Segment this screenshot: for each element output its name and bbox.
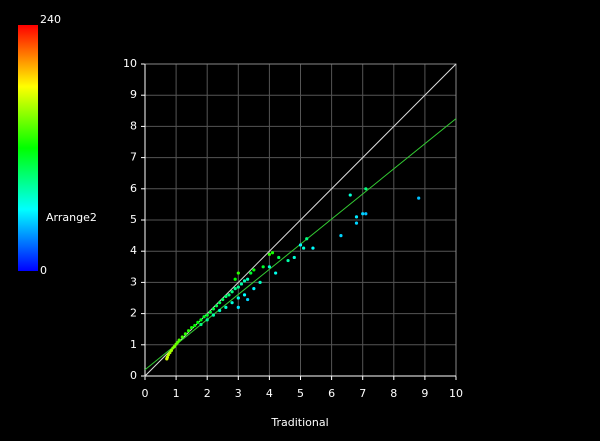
x-tick-label: 7 bbox=[359, 387, 366, 400]
point bbox=[261, 265, 265, 269]
point bbox=[227, 293, 231, 297]
point bbox=[214, 304, 219, 308]
x-tick-label: 5 bbox=[297, 387, 304, 400]
point bbox=[267, 265, 271, 269]
x-tick-label: 8 bbox=[390, 387, 397, 400]
point bbox=[305, 237, 309, 241]
y-tick-label: 9 bbox=[130, 88, 137, 101]
x-axis-label: Traditional bbox=[270, 416, 328, 429]
point bbox=[177, 338, 181, 342]
point bbox=[249, 271, 253, 275]
point bbox=[218, 301, 222, 305]
point bbox=[246, 297, 250, 302]
point bbox=[205, 318, 209, 322]
point bbox=[298, 243, 303, 247]
point bbox=[236, 296, 240, 300]
y-tick-label: 2 bbox=[130, 307, 137, 320]
point bbox=[311, 246, 315, 250]
colorbar-min: 0 bbox=[40, 264, 47, 277]
point bbox=[233, 287, 237, 291]
point bbox=[218, 308, 222, 313]
x-tick-label: 2 bbox=[204, 387, 211, 400]
point bbox=[417, 196, 421, 200]
point bbox=[208, 310, 212, 314]
point bbox=[258, 280, 262, 284]
point bbox=[183, 332, 188, 336]
point bbox=[230, 301, 234, 305]
point bbox=[286, 258, 290, 263]
point bbox=[364, 187, 368, 191]
point bbox=[270, 251, 275, 255]
point bbox=[211, 313, 216, 317]
point bbox=[221, 297, 225, 302]
point bbox=[196, 320, 200, 324]
x-tick-label: 9 bbox=[421, 387, 428, 400]
point bbox=[165, 355, 169, 359]
point bbox=[199, 318, 203, 322]
x-tick-label: 10 bbox=[449, 387, 463, 400]
point bbox=[302, 246, 306, 250]
point bbox=[169, 348, 174, 353]
point bbox=[364, 212, 368, 216]
point bbox=[354, 221, 359, 225]
point bbox=[224, 294, 228, 299]
point bbox=[277, 255, 281, 260]
point bbox=[236, 271, 240, 275]
y-tick-label: 4 bbox=[130, 244, 137, 257]
point bbox=[236, 285, 240, 289]
point bbox=[190, 326, 194, 330]
point bbox=[242, 279, 247, 283]
point bbox=[292, 255, 296, 260]
point bbox=[186, 329, 191, 333]
x-tick-label: 0 bbox=[142, 387, 149, 400]
point bbox=[180, 335, 184, 339]
point bbox=[361, 212, 365, 216]
point bbox=[348, 193, 352, 197]
point bbox=[205, 313, 209, 317]
x-tick-label: 6 bbox=[328, 387, 335, 400]
point bbox=[274, 271, 278, 275]
point bbox=[236, 305, 240, 309]
point bbox=[252, 268, 256, 272]
colorbar-label: Arrange2 bbox=[46, 211, 97, 224]
y-tick-label: 5 bbox=[130, 213, 137, 226]
point bbox=[199, 322, 203, 327]
colorbar bbox=[18, 25, 38, 271]
point bbox=[339, 234, 343, 238]
point bbox=[267, 252, 271, 256]
point bbox=[230, 290, 234, 294]
point bbox=[233, 277, 237, 281]
point bbox=[239, 282, 244, 286]
x-tick-label: 1 bbox=[173, 387, 180, 400]
y-tick-label: 6 bbox=[130, 182, 137, 195]
point bbox=[246, 277, 250, 281]
point bbox=[354, 215, 359, 219]
point bbox=[224, 305, 228, 309]
y-tick-label: 1 bbox=[130, 338, 137, 351]
x-tick-label: 4 bbox=[266, 387, 273, 400]
point bbox=[202, 315, 206, 319]
point bbox=[242, 293, 247, 297]
y-tick-label: 3 bbox=[130, 275, 137, 288]
y-tick-label: 7 bbox=[130, 151, 137, 164]
point bbox=[193, 323, 197, 328]
point bbox=[211, 307, 216, 311]
y-tick-label: 10 bbox=[123, 57, 137, 70]
x-tick-label: 3 bbox=[235, 387, 242, 400]
colorbar-max: 240 bbox=[40, 13, 61, 26]
point bbox=[252, 287, 256, 291]
reference-line bbox=[144, 63, 457, 377]
y-tick-label: 0 bbox=[130, 369, 137, 382]
y-tick-label: 8 bbox=[130, 119, 137, 132]
